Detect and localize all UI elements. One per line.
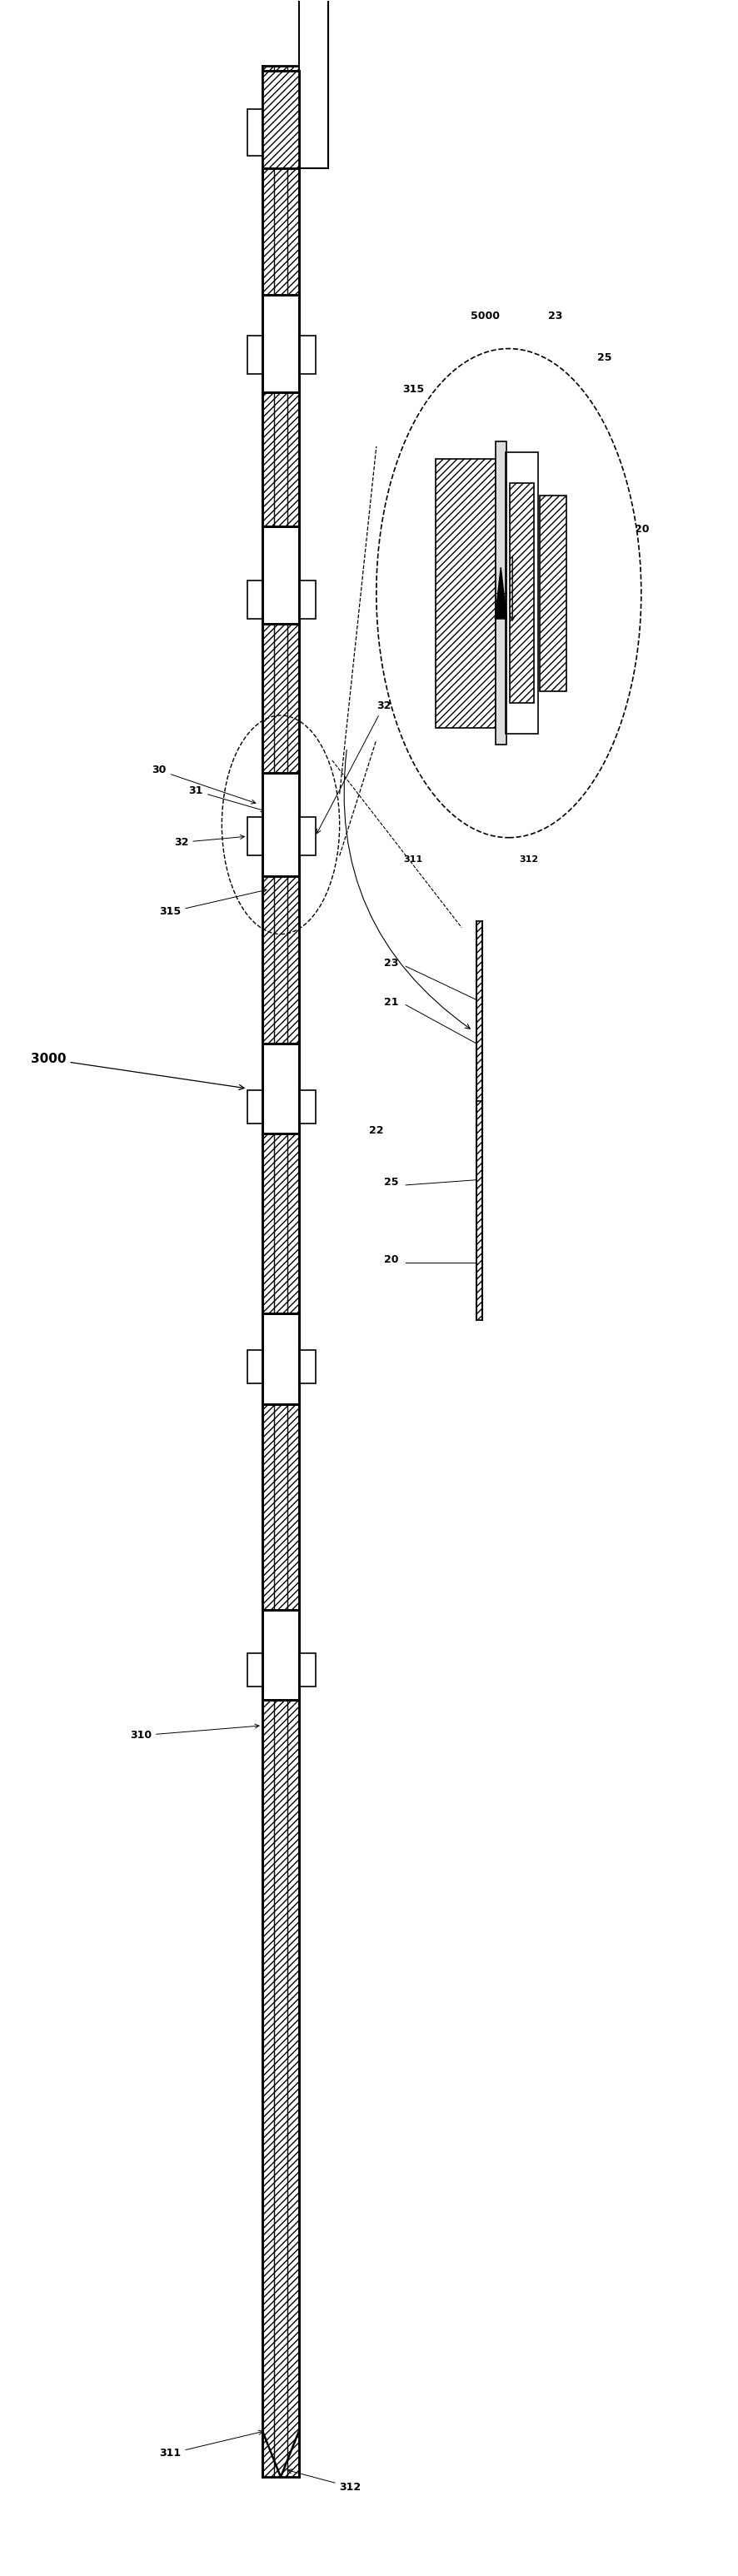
Bar <box>436 459 495 726</box>
Bar <box>539 495 566 690</box>
Text: 311: 311 <box>404 855 423 863</box>
Bar <box>248 108 262 155</box>
Text: 25: 25 <box>597 353 611 363</box>
Bar <box>506 453 538 734</box>
Polygon shape <box>495 567 507 618</box>
Bar <box>248 1350 262 1383</box>
Bar <box>262 70 299 167</box>
Bar <box>299 1350 315 1383</box>
Bar <box>262 526 299 623</box>
Bar <box>262 70 299 167</box>
Text: 23: 23 <box>384 958 399 969</box>
Bar <box>299 0 328 167</box>
Text: 3000: 3000 <box>30 1054 244 1090</box>
Bar <box>299 1090 315 1123</box>
Text: 311: 311 <box>159 2429 263 2460</box>
Text: 22: 22 <box>369 1126 384 1136</box>
Text: 32: 32 <box>174 835 244 848</box>
Bar <box>262 773 299 876</box>
Text: 32: 32 <box>463 526 475 533</box>
Bar <box>262 294 299 392</box>
Text: 312: 312 <box>288 2470 362 2494</box>
Bar <box>248 1654 262 1687</box>
Bar <box>510 484 534 703</box>
Text: 315: 315 <box>402 384 424 394</box>
Bar <box>262 1610 299 1700</box>
Bar <box>299 1654 315 1687</box>
Text: 310: 310 <box>130 1723 259 1741</box>
Bar <box>262 64 299 2478</box>
Bar <box>248 1090 262 1123</box>
Text: 315: 315 <box>159 889 266 917</box>
Text: 21: 21 <box>568 605 582 613</box>
Bar <box>262 1314 299 1404</box>
Ellipse shape <box>376 348 641 837</box>
Bar <box>477 922 483 1141</box>
Bar <box>495 440 506 744</box>
Bar <box>299 335 315 374</box>
Bar <box>248 335 262 374</box>
Text: 312: 312 <box>519 855 538 863</box>
Bar <box>248 817 262 855</box>
Text: 25: 25 <box>384 1177 399 1188</box>
Bar <box>299 580 315 618</box>
Text: 21: 21 <box>384 997 399 1007</box>
Text: 31: 31 <box>189 786 265 811</box>
Bar <box>248 580 262 618</box>
Text: 30: 30 <box>152 765 255 804</box>
Bar <box>262 1043 299 1133</box>
Text: 20: 20 <box>635 523 649 533</box>
Bar <box>299 817 315 855</box>
Bar <box>477 1103 483 1319</box>
Text: 23: 23 <box>548 312 562 322</box>
Text: 32: 32 <box>317 701 391 835</box>
Bar <box>299 108 315 155</box>
Text: 20: 20 <box>384 1255 399 1265</box>
Text: 5000: 5000 <box>470 312 500 322</box>
